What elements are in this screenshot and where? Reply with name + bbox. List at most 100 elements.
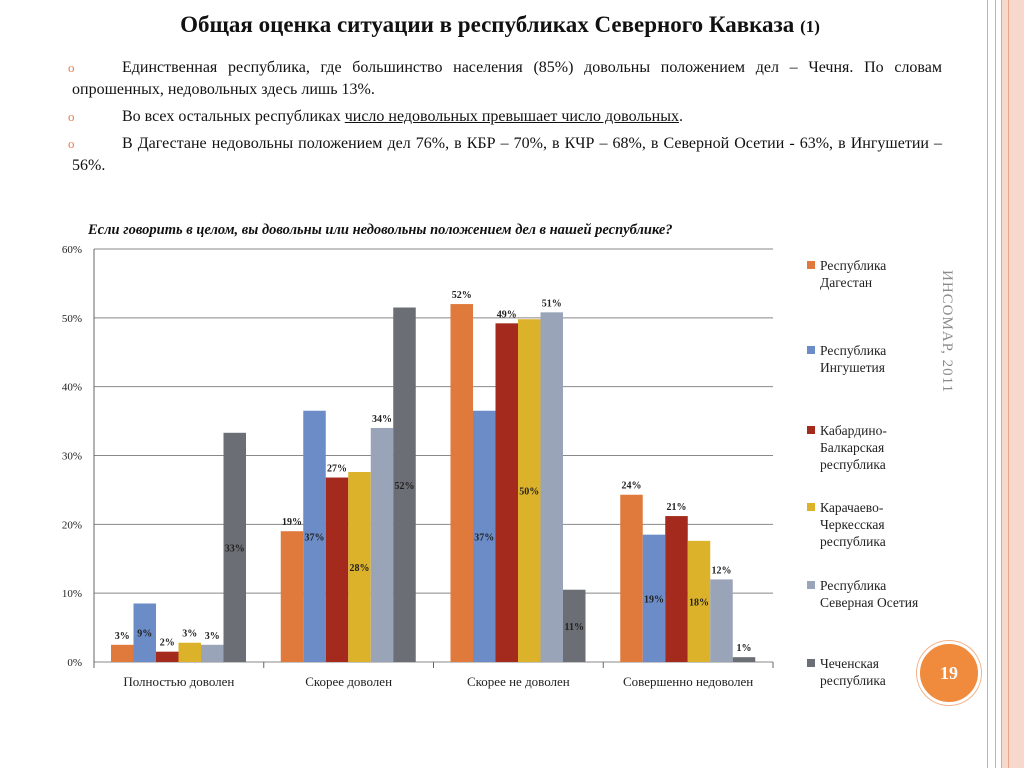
legend-swatch xyxy=(807,659,815,667)
bullet-marker: o xyxy=(68,136,75,151)
bar xyxy=(687,540,711,662)
legend-label: Балкарская xyxy=(820,440,884,455)
bar xyxy=(178,642,201,662)
bar xyxy=(518,319,541,662)
legend-swatch xyxy=(807,581,815,589)
bullet-item: o Во всех остальных республиках число не… xyxy=(68,106,942,128)
legend-label: республика xyxy=(820,457,886,472)
data-label: 37% xyxy=(305,532,325,543)
page-title-suffix: (1) xyxy=(800,17,820,36)
page-title-text: Общая оценка ситуации в республиках Севе… xyxy=(180,12,795,37)
frame-band xyxy=(1002,0,1024,768)
bar xyxy=(223,432,246,662)
bar xyxy=(620,494,643,662)
data-label: 18% xyxy=(689,597,709,608)
data-label: 28% xyxy=(350,563,370,574)
data-label: 27% xyxy=(327,464,347,475)
legend-label: республика xyxy=(820,534,886,549)
bar xyxy=(393,307,416,662)
bar xyxy=(201,644,224,662)
bullet-text: Единственная республика, где большинство… xyxy=(72,59,942,98)
page-number-badge: 19 xyxy=(917,641,981,705)
data-label: 52% xyxy=(452,290,472,301)
bar xyxy=(156,651,179,662)
data-label: 12% xyxy=(712,565,732,576)
bullet-text-part: Во всех остальных республиках xyxy=(122,108,345,125)
data-label: 9% xyxy=(137,629,152,640)
data-label: 11% xyxy=(565,622,584,633)
bar xyxy=(732,657,756,662)
legend-label: Черкесская xyxy=(820,517,885,532)
x-category-label: Скорее доволен xyxy=(305,674,392,689)
frame-line xyxy=(987,0,988,768)
legend-label: Карачаево- xyxy=(820,500,884,515)
data-label: 3% xyxy=(115,631,130,642)
legend-swatch xyxy=(807,261,815,269)
data-label: 52% xyxy=(395,481,415,492)
bullet-list: o Единственная республика, где большинст… xyxy=(68,57,942,182)
x-category-label: Совершенно недоволен xyxy=(623,674,753,689)
y-tick-label: 50% xyxy=(62,313,82,325)
chart-title: Если говорить в целом, вы довольны или н… xyxy=(88,222,673,238)
legend-label: Кабардино- xyxy=(820,423,887,438)
legend-label: Республика xyxy=(820,343,886,358)
y-tick-label: 40% xyxy=(62,382,82,394)
bullet-item: o Единственная республика, где большинст… xyxy=(68,57,942,101)
legend-label: республика xyxy=(820,673,886,688)
data-label: 34% xyxy=(372,414,392,425)
data-label: 2% xyxy=(160,638,175,649)
bar xyxy=(473,410,496,662)
bar xyxy=(563,589,586,662)
bar xyxy=(540,312,563,662)
frame-line xyxy=(1001,0,1002,768)
y-tick-label: 20% xyxy=(62,519,82,531)
bar xyxy=(280,531,304,662)
bar xyxy=(710,579,733,662)
bullet-marker: o xyxy=(68,109,75,124)
legend-swatch xyxy=(807,503,815,511)
bar xyxy=(111,644,134,662)
bar xyxy=(325,477,349,662)
y-tick-label: 30% xyxy=(62,451,82,463)
y-tick-label: 0% xyxy=(67,657,82,669)
bullet-text: Во всех остальных республиках число недо… xyxy=(72,106,942,128)
data-label: 3% xyxy=(205,631,220,642)
x-category-label: Скорее не доволен xyxy=(467,674,570,689)
frame-line xyxy=(995,0,996,768)
bar xyxy=(450,304,473,662)
bullet-marker: o xyxy=(68,60,75,75)
data-label: 24% xyxy=(622,481,642,492)
x-category-label: Полностью доволен xyxy=(123,674,234,689)
data-label: 19% xyxy=(282,517,302,528)
bar xyxy=(495,323,518,662)
data-label: 49% xyxy=(497,309,517,320)
legend-label: Республика xyxy=(820,578,886,593)
data-label: 1% xyxy=(737,643,752,654)
bar xyxy=(642,534,666,662)
bullet-item: o В Дагестане недовольны положением дел … xyxy=(68,133,942,177)
legend-label: Дагестан xyxy=(820,275,872,290)
data-label: 21% xyxy=(667,502,687,513)
data-label: 3% xyxy=(182,629,197,640)
y-tick-label: 10% xyxy=(62,588,82,600)
bar xyxy=(303,410,326,662)
data-label: 33% xyxy=(225,543,245,554)
bullet-text-underlined: число недовольных превышает число доволь… xyxy=(344,108,679,125)
bar xyxy=(348,472,371,662)
legend-label: Республика xyxy=(820,258,886,273)
data-label: 19% xyxy=(644,594,664,605)
legend-label: Чеченская xyxy=(820,656,879,671)
bullet-text-part: . xyxy=(678,108,683,125)
data-label: 37% xyxy=(474,532,494,543)
frame-line xyxy=(1008,0,1009,768)
source-label: ИНСОМАР, 2011 xyxy=(939,270,955,394)
data-label: 51% xyxy=(542,298,562,309)
data-label: 50% xyxy=(519,487,539,498)
page-title: Общая оценка ситуации в республиках Севе… xyxy=(0,12,1000,38)
legend-swatch xyxy=(807,426,815,434)
bar xyxy=(665,516,688,662)
bullet-text: В Дагестане недовольны положением дел 76… xyxy=(72,135,942,174)
bar xyxy=(133,603,156,662)
bar xyxy=(370,427,394,662)
y-tick-label: 60% xyxy=(62,244,82,256)
